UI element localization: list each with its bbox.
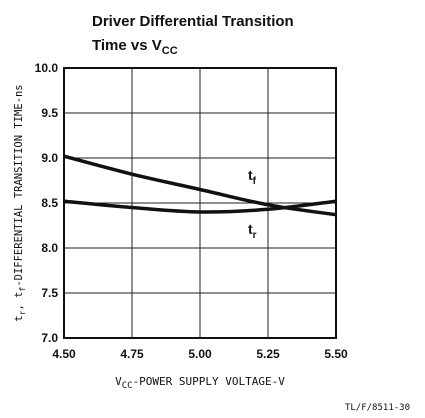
chart-title: Time vs VCC <box>92 37 178 57</box>
label-part: f <box>253 176 257 187</box>
plot-frame <box>63 67 337 339</box>
label-part: t <box>248 221 253 237</box>
series-line <box>63 199 337 214</box>
label-part: V <box>115 375 122 388</box>
label-part: f <box>18 287 27 292</box>
x-tick-label: 5.50 <box>324 347 348 361</box>
label-part: CC <box>122 381 133 391</box>
label-part: r <box>253 230 257 241</box>
label-part: -POWER SUPPLY VOLTAGE-V <box>133 375 286 388</box>
footnote: TL/F/8511-30 <box>345 403 410 413</box>
label-part: t <box>248 167 253 183</box>
y-tick-label: 7.5 <box>41 286 58 300</box>
x-tick-label: 5.00 <box>188 347 212 361</box>
y-tick-label: 9.5 <box>41 106 58 120</box>
label-part: , t <box>13 292 25 311</box>
x-axis-label: VCC-POWER SUPPLY VOLTAGE-V <box>115 375 285 391</box>
title-subscript: CC <box>162 45 178 57</box>
y-axis-label: tr, tf-DIFFERENTIAL TRANSITION TIME-ns <box>13 84 27 321</box>
y-tick-label: 9.0 <box>41 151 58 165</box>
y-tick-label: 8.5 <box>41 196 58 210</box>
label-part: r <box>18 310 27 315</box>
title-part: Time vs V <box>92 37 162 54</box>
curve-label: tr <box>248 221 257 241</box>
x-tick-label: 4.75 <box>120 347 144 361</box>
label-part: -DIFFERENTIAL TRANSITION TIME-ns <box>13 84 25 286</box>
y-tick-label: 8.0 <box>41 241 58 255</box>
y-tick-label: 10.0 <box>35 61 59 75</box>
x-tick-label: 4.50 <box>52 347 76 361</box>
chart-title: Driver Differential Transition <box>92 13 294 30</box>
y-tick-label: 7.0 <box>41 331 58 345</box>
label-part: t <box>13 315 25 321</box>
x-tick-label: 5.25 <box>256 347 280 361</box>
curve-label: tf <box>248 167 257 187</box>
